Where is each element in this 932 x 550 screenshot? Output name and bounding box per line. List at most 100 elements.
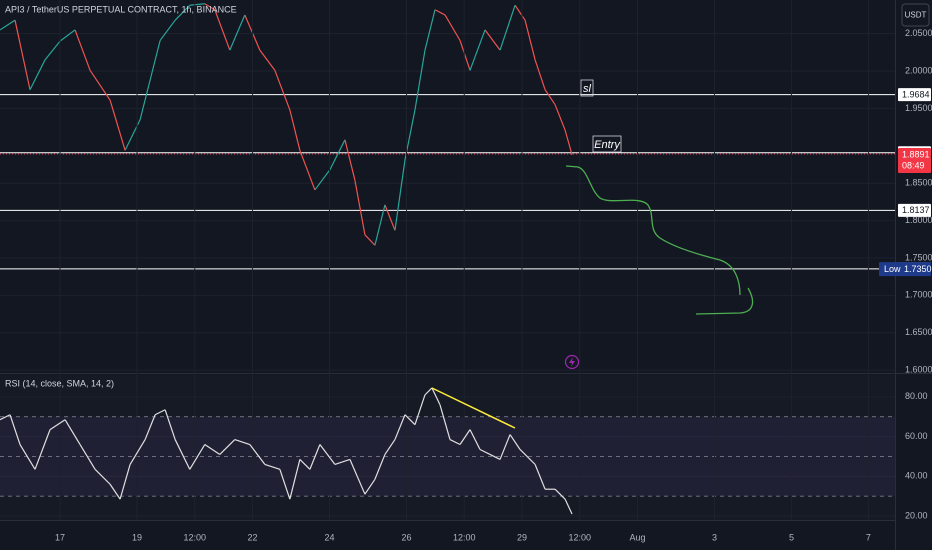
price-segment (459, 429, 471, 445)
x-tick-label: Aug (629, 532, 645, 542)
y-tick-label: 20.00 (905, 510, 928, 520)
price-segment (334, 458, 351, 465)
rsi-trendline (431, 387, 516, 429)
price-segment (289, 109, 301, 151)
price-segment (319, 444, 336, 465)
price-segment (499, 5, 516, 51)
level-badge (898, 203, 931, 217)
price-segment (534, 59, 546, 90)
price-segment (449, 439, 461, 446)
currency: USDT (905, 11, 927, 20)
level-badge (898, 88, 931, 102)
x-tick-label: 22 (248, 532, 258, 542)
price-segment (329, 139, 346, 171)
price-segment (204, 3, 216, 11)
price-segment (524, 20, 536, 60)
x-tick-label: 5 (789, 532, 794, 542)
price-segment (424, 387, 433, 396)
price-segment (299, 458, 311, 470)
price-segment (14, 20, 31, 90)
price-segment (259, 49, 276, 71)
price-segment (139, 79, 151, 120)
low-name: Low (884, 264, 901, 274)
price-segment (264, 463, 281, 470)
price-segment (0, 414, 11, 421)
price-segment (49, 419, 66, 431)
event-icon-bolt (569, 357, 575, 367)
y-tick-label: 1.6500 (905, 327, 932, 337)
price-segment (384, 439, 396, 455)
price-segment (119, 464, 131, 500)
price-segment (404, 414, 416, 426)
price-segment (229, 14, 246, 51)
y-tick-label: 1.8000 (905, 215, 932, 225)
price-segment (234, 438, 251, 446)
price-segment (469, 29, 486, 71)
price-segment (64, 419, 81, 445)
price-segment (394, 159, 406, 231)
price-segment (444, 14, 461, 41)
x-tick-label: 17 (55, 532, 65, 542)
x-tick-label: 7 (866, 532, 871, 542)
annotation: sl (583, 83, 592, 95)
y-tick-label: 1.9500 (905, 103, 932, 113)
price-segment (484, 29, 501, 51)
x-tick-label: 24 (325, 532, 335, 542)
low-label: 1.7350 (904, 264, 932, 274)
axes: 2.0500 2.0000 1.9500 1.8500 1.8000 1.7500 1.70… (55, 28, 932, 542)
price-segment (249, 444, 266, 465)
price-segment (174, 4, 191, 21)
price-segment (9, 414, 21, 445)
chart-title: API3 / TetherUS PERPETUAL CONTRACT, 1h, … (5, 4, 237, 14)
price-segment (279, 469, 291, 500)
price-segment (564, 129, 573, 155)
price-segment (164, 409, 176, 440)
y-tick-label: 40.00 (905, 471, 928, 481)
y-tick-label: 60.00 (905, 431, 928, 441)
x-tick-label: 3 (712, 532, 717, 542)
price-segment (314, 169, 331, 191)
price-segment (364, 234, 376, 246)
price-segment (34, 429, 51, 470)
projected-path (565, 165, 754, 315)
currency-button[interactable] (901, 3, 930, 27)
price-segment (44, 40, 61, 61)
price-segment (94, 468, 111, 485)
price-segment (479, 448, 491, 455)
price-segment (489, 453, 501, 460)
price-segment (274, 70, 291, 111)
price-segment (79, 444, 96, 470)
price-segment (414, 394, 426, 425)
y-tick-label: 2.0000 (905, 65, 932, 75)
rsi-title: RSI (14, close, SMA, 14, 2) (5, 378, 114, 388)
low-badge (879, 262, 931, 277)
price-segment (154, 409, 166, 416)
annotation: Entry (594, 139, 621, 151)
price-segment (564, 498, 573, 515)
price-segment (364, 478, 376, 495)
price-segment (299, 150, 316, 191)
price-segment (189, 3, 205, 6)
event-icon[interactable] (564, 354, 580, 370)
price-segment (354, 180, 366, 235)
price-segment (129, 439, 146, 465)
countdown: 08:49 (902, 160, 925, 170)
price-segment (144, 414, 156, 440)
price-segment (394, 414, 406, 440)
price-segment (519, 449, 536, 465)
price-segment (349, 459, 366, 495)
price-segment (204, 444, 221, 455)
current-price-badge (898, 147, 931, 173)
annotation-box (580, 79, 594, 97)
price-segment (214, 9, 231, 51)
price-segment (499, 434, 511, 460)
price-segment (189, 444, 206, 470)
price-segment (124, 119, 141, 151)
price-segment (434, 9, 446, 16)
price-segment (19, 444, 36, 470)
y-tick-label: 2.0500 (905, 28, 932, 38)
price-segment (534, 464, 546, 490)
price-segment (219, 439, 236, 455)
price-segment (59, 29, 76, 42)
